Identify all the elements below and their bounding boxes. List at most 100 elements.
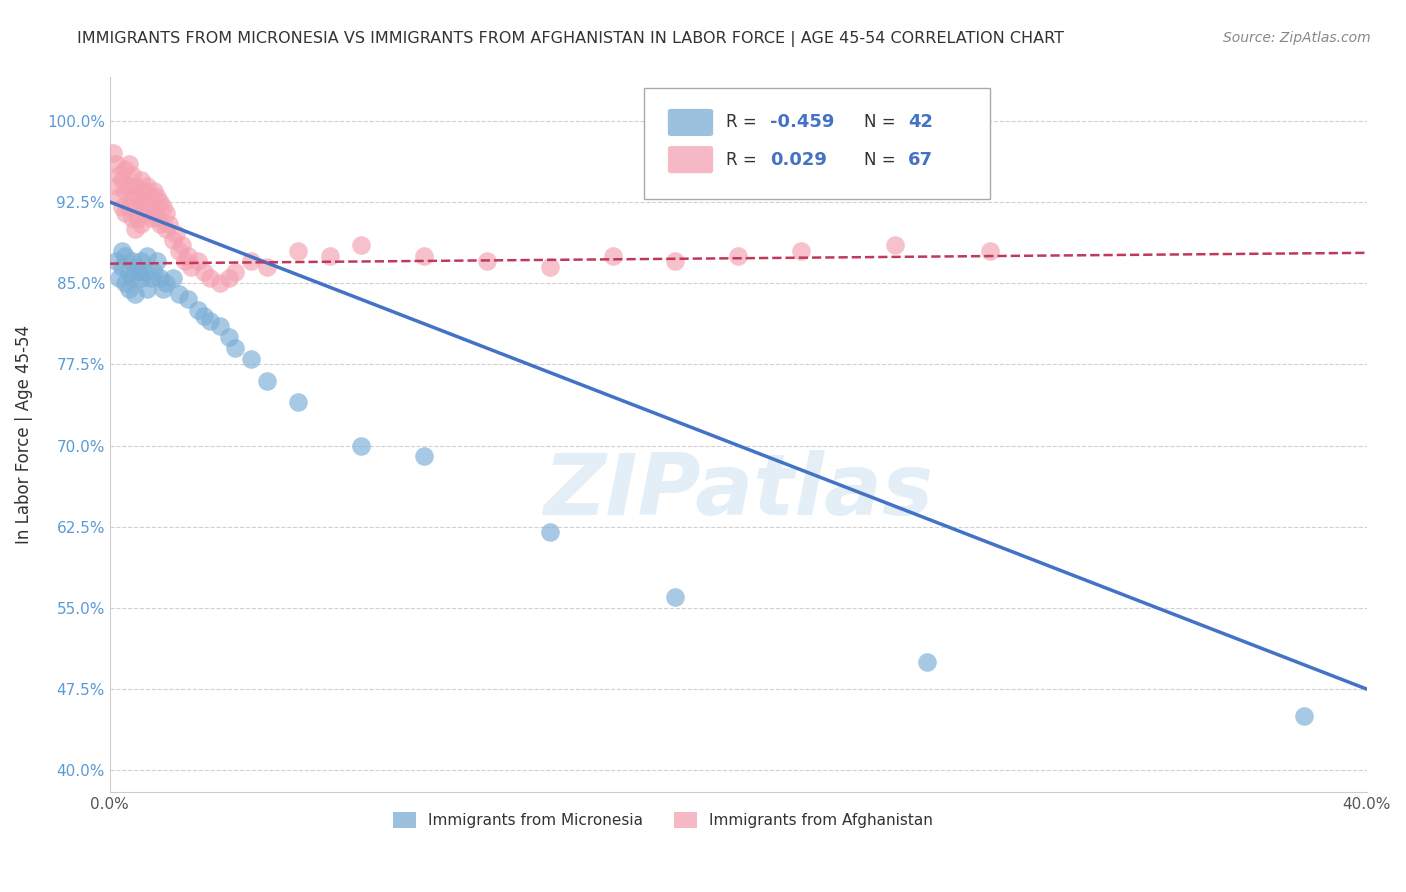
Point <box>111 244 134 258</box>
Point <box>224 341 246 355</box>
Point <box>146 189 169 203</box>
Point <box>218 270 240 285</box>
Point <box>111 200 134 214</box>
Point <box>121 168 143 182</box>
Point <box>162 233 184 247</box>
Point <box>134 206 156 220</box>
Point <box>240 351 263 366</box>
FancyBboxPatch shape <box>668 146 713 173</box>
Point <box>193 309 215 323</box>
Point <box>146 211 169 226</box>
Point <box>167 244 190 258</box>
Point <box>134 184 156 198</box>
Point <box>127 265 149 279</box>
Point <box>108 270 131 285</box>
Point <box>121 254 143 268</box>
Point <box>187 254 209 268</box>
Point <box>287 244 309 258</box>
Point <box>129 217 152 231</box>
Point <box>142 265 165 279</box>
Point <box>170 238 193 252</box>
Point <box>114 162 136 177</box>
Point <box>200 270 222 285</box>
Point <box>256 260 278 274</box>
Text: 42: 42 <box>908 113 934 131</box>
Point <box>139 211 162 226</box>
Text: N =: N = <box>865 151 896 169</box>
FancyBboxPatch shape <box>668 109 713 136</box>
Text: Source: ZipAtlas.com: Source: ZipAtlas.com <box>1223 31 1371 45</box>
Point <box>319 249 342 263</box>
Point <box>127 189 149 203</box>
Point <box>180 260 202 274</box>
Point <box>111 260 134 274</box>
Point <box>350 238 373 252</box>
Point <box>149 194 172 209</box>
Point <box>121 211 143 226</box>
Point <box>105 178 128 193</box>
Point <box>979 244 1001 258</box>
Text: -0.459: -0.459 <box>769 113 834 131</box>
Point <box>121 189 143 203</box>
Point <box>124 287 146 301</box>
Point <box>142 184 165 198</box>
Point <box>174 254 197 268</box>
Text: N =: N = <box>865 113 896 131</box>
Point <box>200 314 222 328</box>
Point <box>108 189 131 203</box>
Y-axis label: In Labor Force | Age 45-54: In Labor Force | Age 45-54 <box>15 326 32 544</box>
Legend: Immigrants from Micronesia, Immigrants from Afghanistan: Immigrants from Micronesia, Immigrants f… <box>387 806 939 834</box>
Point <box>1292 709 1315 723</box>
Point <box>117 178 139 193</box>
Point <box>664 590 686 604</box>
Point <box>256 374 278 388</box>
Point <box>475 254 498 268</box>
Point <box>159 217 181 231</box>
Point <box>129 173 152 187</box>
Text: R =: R = <box>725 113 756 131</box>
Point <box>155 222 177 236</box>
Point <box>152 281 174 295</box>
Point <box>208 319 231 334</box>
Point <box>127 211 149 226</box>
Point <box>136 178 159 193</box>
Point <box>167 287 190 301</box>
Point <box>287 395 309 409</box>
Point <box>915 655 938 669</box>
Point <box>193 265 215 279</box>
Point <box>101 146 124 161</box>
Point <box>117 200 139 214</box>
Point <box>602 249 624 263</box>
Point <box>139 189 162 203</box>
Point <box>152 200 174 214</box>
Point <box>208 276 231 290</box>
Point <box>124 260 146 274</box>
Point <box>129 270 152 285</box>
Point <box>413 450 436 464</box>
Point <box>149 270 172 285</box>
Point <box>136 249 159 263</box>
Text: 67: 67 <box>908 151 934 169</box>
Point <box>114 249 136 263</box>
Point <box>664 254 686 268</box>
Point <box>117 281 139 295</box>
Point <box>177 293 200 307</box>
Point <box>162 270 184 285</box>
Text: R =: R = <box>725 151 756 169</box>
Point <box>149 217 172 231</box>
Point <box>108 168 131 182</box>
Point <box>124 222 146 236</box>
Point <box>218 330 240 344</box>
Point <box>187 303 209 318</box>
Point <box>105 254 128 268</box>
Point <box>129 254 152 268</box>
Point <box>114 276 136 290</box>
Text: IMMIGRANTS FROM MICRONESIA VS IMMIGRANTS FROM AFGHANISTAN IN LABOR FORCE | AGE 4: IMMIGRANTS FROM MICRONESIA VS IMMIGRANTS… <box>77 31 1064 47</box>
Point <box>155 276 177 290</box>
Point <box>121 270 143 285</box>
Point <box>117 157 139 171</box>
Point <box>136 200 159 214</box>
Point <box>224 265 246 279</box>
Point <box>117 265 139 279</box>
Point <box>136 281 159 295</box>
